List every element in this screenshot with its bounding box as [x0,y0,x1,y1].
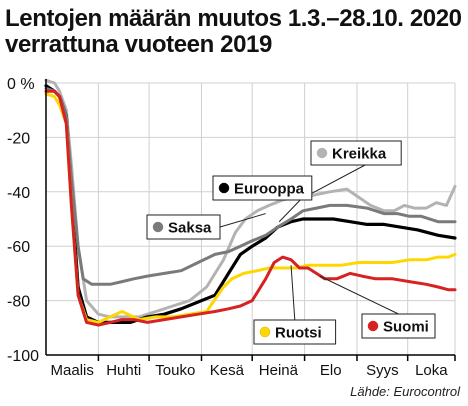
y-tick-label: -20 [7,130,30,147]
series-line-eurooppa [44,84,457,324]
legend-dot [316,147,328,159]
label-connector [304,164,366,198]
y-tick-label: 0 % [7,76,35,93]
series-labels: Kreikka Eurooppa Saksa Ruotsi Suomi [146,140,436,345]
x-axis-ticks: Maalis Huhti Touko Kesä Heinä Elo Syys Loka [51,355,456,379]
x-tick-label: Kesä [210,362,245,379]
y-tick-label: -100 [7,348,39,365]
y-tick-label: -60 [7,239,30,256]
series-line-suomi [44,89,457,327]
legend-dot [218,182,230,194]
series-line-saksa [44,86,457,286]
x-tick-label: Elo [320,362,342,379]
y-tick-label: -80 [7,294,30,311]
series-line-ruotsi [44,92,457,324]
series-label: Eurooppa [234,181,305,198]
series-lines [44,78,457,327]
x-tick-label: Heinä [259,362,299,379]
chart-title: Lentojen määrän muutos 1.3.–28.10. 2020 … [5,6,465,58]
legend-dot [152,221,164,233]
chart-title-line1: Lentojen määrän muutos 1.3.–28.10. 2020 [5,5,462,32]
series-label: Suomi [383,319,429,336]
x-tick-label: Touko [155,362,195,379]
legend-dot [259,326,271,338]
y-tick-label: -40 [7,185,30,202]
series-label: Ruotsi [275,325,322,342]
source-note: Lähde: Eurocontrol [350,384,460,399]
series-label: Saksa [168,220,212,237]
x-tick-label: Syys [366,362,399,379]
label-box [212,175,313,201]
x-tick-label: Maalis [51,362,94,379]
x-tick-label: Huhti [106,362,141,379]
label-connector [319,275,399,315]
chart-title-line2: verrattuna vuoteen 2019 [5,31,272,58]
legend-dot [367,320,379,332]
axes [45,79,455,356]
y-axis-ticks: 0 % -20 -40 -60 -80 -100 [7,76,39,365]
label-connector [219,213,266,228]
x-tick-label: Loka [415,362,448,379]
series-line-kreikka [44,78,457,319]
series-label: Kreikka [332,146,387,163]
label-connector [290,265,296,321]
